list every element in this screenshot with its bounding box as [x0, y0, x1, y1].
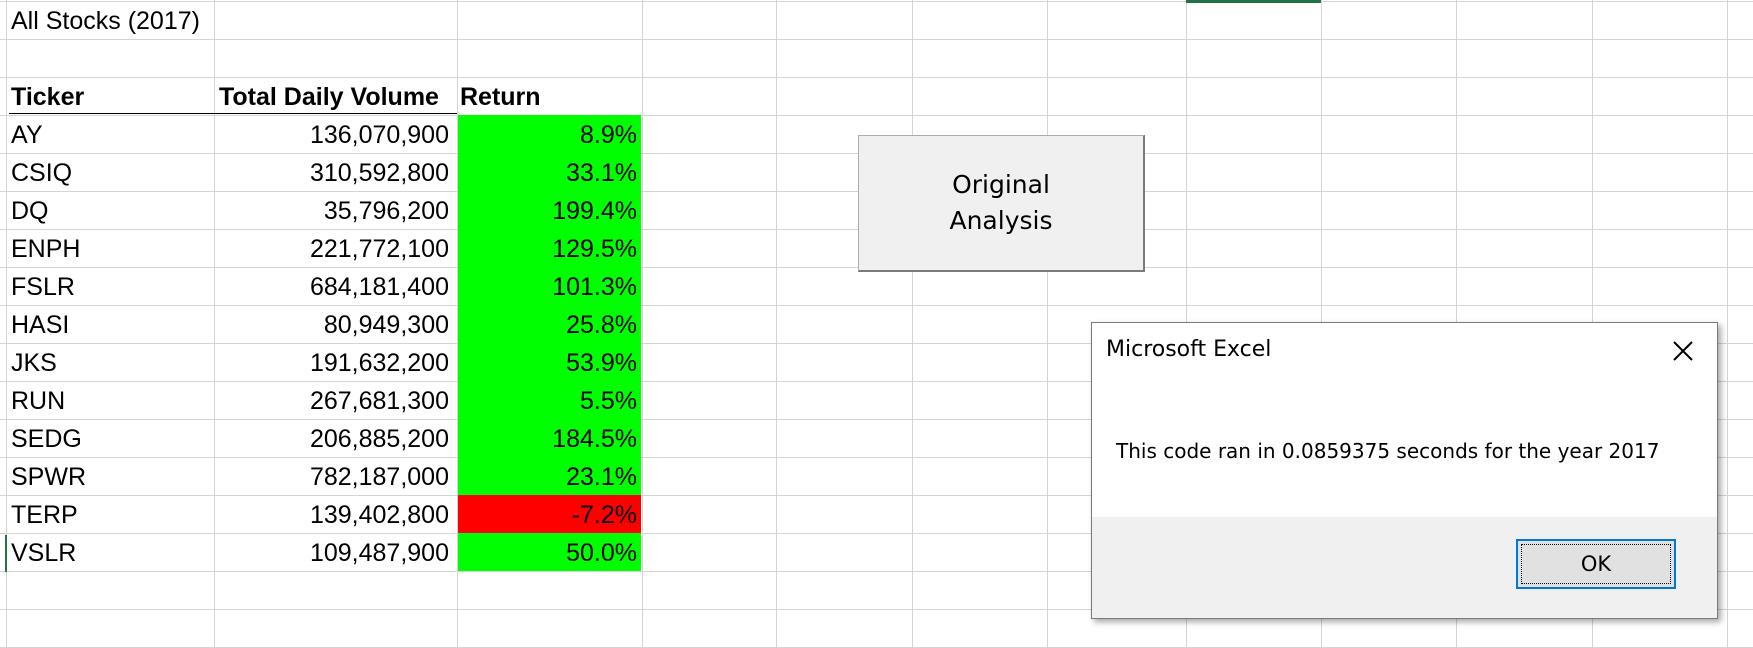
ticker-cell[interactable]: RUN [11, 387, 66, 415]
header-volume-cell[interactable]: Total Daily Volume [219, 83, 439, 111]
ticker-cell[interactable]: AY [11, 121, 43, 149]
volume-cell[interactable]: 191,632,200 [309, 349, 449, 377]
close-icon[interactable] [1663, 333, 1703, 369]
dialog-title: Microsoft Excel [1106, 337, 1272, 362]
ticker-cell[interactable]: FSLR [11, 273, 75, 301]
row-gridline [0, 305, 1753, 306]
row-gridline [0, 343, 1753, 344]
ticker-cell[interactable]: VSLR [11, 539, 77, 567]
ok-button[interactable]: OK [1516, 539, 1676, 589]
column-gridline [1727, 0, 1728, 648]
column-gridline [457, 0, 458, 648]
volume-cell[interactable]: 310,592,800 [309, 159, 449, 187]
row-gridline [0, 495, 1753, 496]
return-cell[interactable]: 184.5% [458, 419, 641, 457]
volume-cell[interactable]: 109,487,900 [309, 539, 449, 567]
column-gridline [642, 0, 643, 648]
ticker-cell[interactable]: DQ [11, 197, 49, 225]
row-gridline [0, 419, 1753, 420]
row-gridline [0, 609, 1753, 610]
return-cell[interactable]: 53.9% [458, 343, 641, 381]
volume-cell[interactable]: 206,885,200 [309, 425, 449, 453]
dialog-message: This code ran in 0.0859375 seconds for t… [1116, 439, 1660, 463]
ticker-cell[interactable]: TERP [11, 501, 78, 529]
row-gridline [0, 1, 1753, 2]
row-gridline [0, 571, 1753, 572]
return-cell[interactable]: 8.9% [458, 115, 641, 153]
ticker-cell[interactable]: SEDG [11, 425, 82, 453]
return-cell[interactable]: 33.1% [458, 153, 641, 191]
return-cell[interactable]: 199.4% [458, 191, 641, 229]
button-label-line-2: Analysis [949, 206, 1053, 235]
return-cell[interactable]: 25.8% [458, 305, 641, 343]
selected-row-indicator [5, 535, 7, 572]
volume-cell[interactable]: 136,070,900 [309, 121, 449, 149]
column-gridline [776, 0, 777, 648]
original-analysis-button[interactable]: Original Analysis [858, 135, 1145, 272]
return-cell[interactable]: -7.2% [458, 495, 641, 533]
sheet-title-cell[interactable]: All Stocks (2017) [11, 7, 200, 35]
ticker-cell[interactable]: HASI [11, 311, 70, 339]
volume-cell[interactable]: 221,772,100 [309, 235, 449, 263]
volume-cell[interactable]: 267,681,300 [309, 387, 449, 415]
selected-column-indicator [1186, 0, 1321, 3]
row-gridline [0, 39, 1753, 40]
volume-cell[interactable]: 80,949,300 [323, 311, 449, 339]
volume-cell[interactable]: 139,402,800 [309, 501, 449, 529]
return-cell[interactable]: 50.0% [458, 533, 641, 571]
header-border [9, 113, 457, 114]
button-label-line-1: Original [952, 170, 1050, 199]
ticker-cell[interactable]: JKS [11, 349, 57, 377]
ticker-cell[interactable]: ENPH [11, 235, 81, 263]
row-gridline [0, 115, 1753, 116]
row-gridline [0, 77, 1753, 78]
column-gridline [6, 0, 7, 648]
ticker-cell[interactable]: SPWR [11, 463, 86, 491]
column-gridline [912, 0, 913, 648]
return-cell[interactable]: 101.3% [458, 267, 641, 305]
header-return-cell[interactable]: Return [460, 83, 541, 111]
header-ticker-cell[interactable]: Ticker [11, 83, 85, 111]
return-cell[interactable]: 129.5% [458, 229, 641, 267]
column-gridline [1047, 0, 1048, 648]
return-cell[interactable]: 5.5% [458, 381, 641, 419]
message-dialog: Microsoft Excel This code ran in 0.08593… [1091, 322, 1718, 619]
return-cell[interactable]: 23.1% [458, 457, 641, 495]
row-gridline [0, 533, 1753, 534]
column-gridline [214, 0, 215, 648]
row-gridline [0, 457, 1753, 458]
volume-cell[interactable]: 35,796,200 [323, 197, 449, 225]
row-gridline [0, 381, 1753, 382]
ticker-cell[interactable]: CSIQ [11, 159, 73, 187]
volume-cell[interactable]: 782,187,000 [309, 463, 449, 491]
volume-cell[interactable]: 684,181,400 [309, 273, 449, 301]
